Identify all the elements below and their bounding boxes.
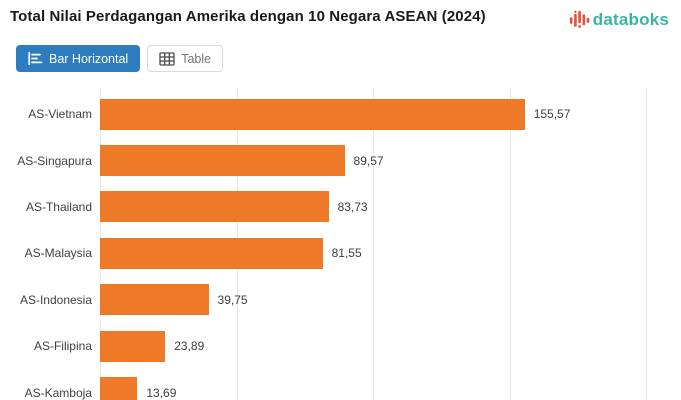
chart-row: AS-Singapura 89,57 bbox=[0, 137, 681, 183]
bar[interactable] bbox=[100, 98, 525, 130]
bar[interactable] bbox=[100, 237, 323, 269]
value-label: 89,57 bbox=[353, 153, 384, 168]
table-button[interactable]: Table bbox=[147, 45, 224, 72]
databoks-pulse-icon bbox=[569, 9, 590, 31]
bar[interactable] bbox=[100, 145, 345, 177]
category-label: AS-Indonesia bbox=[19, 292, 92, 307]
databoks-wordmark: databoks bbox=[592, 10, 669, 29]
value-label: 39,75 bbox=[217, 292, 248, 307]
category-label: AS-Filipina bbox=[33, 339, 92, 354]
gridline bbox=[373, 88, 374, 400]
value-label: 155,57 bbox=[533, 107, 571, 122]
gridline bbox=[646, 88, 647, 400]
table-icon bbox=[159, 51, 175, 66]
chart-row: AS-Filipina 23,89 bbox=[0, 323, 681, 369]
bar[interactable] bbox=[100, 284, 209, 316]
chart-title: Total Nilai Perdagangan Amerika dengan 1… bbox=[10, 8, 486, 25]
value-label: 13,69 bbox=[146, 385, 177, 400]
bar-chart: AS-Vietnam 155,57 AS-Singapura 89,57 AS-… bbox=[0, 88, 681, 400]
chart-rows: AS-Vietnam 155,57 AS-Singapura 89,57 AS-… bbox=[0, 88, 681, 400]
bar-horizontal-icon bbox=[28, 52, 43, 65]
category-label: AS-Thailand bbox=[25, 199, 92, 214]
gridline bbox=[509, 88, 511, 400]
value-label: 81,55 bbox=[331, 246, 362, 261]
bar[interactable] bbox=[100, 377, 138, 400]
category-label: AS-Vietnam bbox=[28, 107, 92, 122]
chart-row: AS-Indonesia 39,75 bbox=[0, 277, 681, 323]
chart-row: AS-Malaysia 81,55 bbox=[0, 230, 681, 276]
chart-row: AS-Vietnam 155,57 bbox=[0, 91, 681, 137]
chart-row: AS-Thailand 83,73 bbox=[0, 184, 681, 230]
header: Total Nilai Perdagangan Amerika dengan 1… bbox=[0, 0, 681, 31]
chart-type-toolbar: Bar Horizontal Table bbox=[16, 45, 681, 72]
value-label: 23,89 bbox=[174, 339, 205, 354]
bar-horizontal-button[interactable]: Bar Horizontal bbox=[16, 45, 141, 72]
chart-row: AS-Kamboja 13,69 bbox=[0, 369, 681, 400]
category-label: AS-Kamboja bbox=[24, 385, 92, 400]
databoks-logo[interactable]: databoks bbox=[569, 9, 669, 31]
bar-horizontal-button-label: Bar Horizontal bbox=[49, 51, 129, 66]
category-label: AS-Malaysia bbox=[24, 246, 92, 261]
bar[interactable] bbox=[100, 330, 166, 362]
bar[interactable] bbox=[100, 191, 329, 223]
category-label: AS-Singapura bbox=[17, 153, 92, 168]
value-label: 83,73 bbox=[337, 199, 368, 214]
table-button-label: Table bbox=[181, 51, 212, 66]
